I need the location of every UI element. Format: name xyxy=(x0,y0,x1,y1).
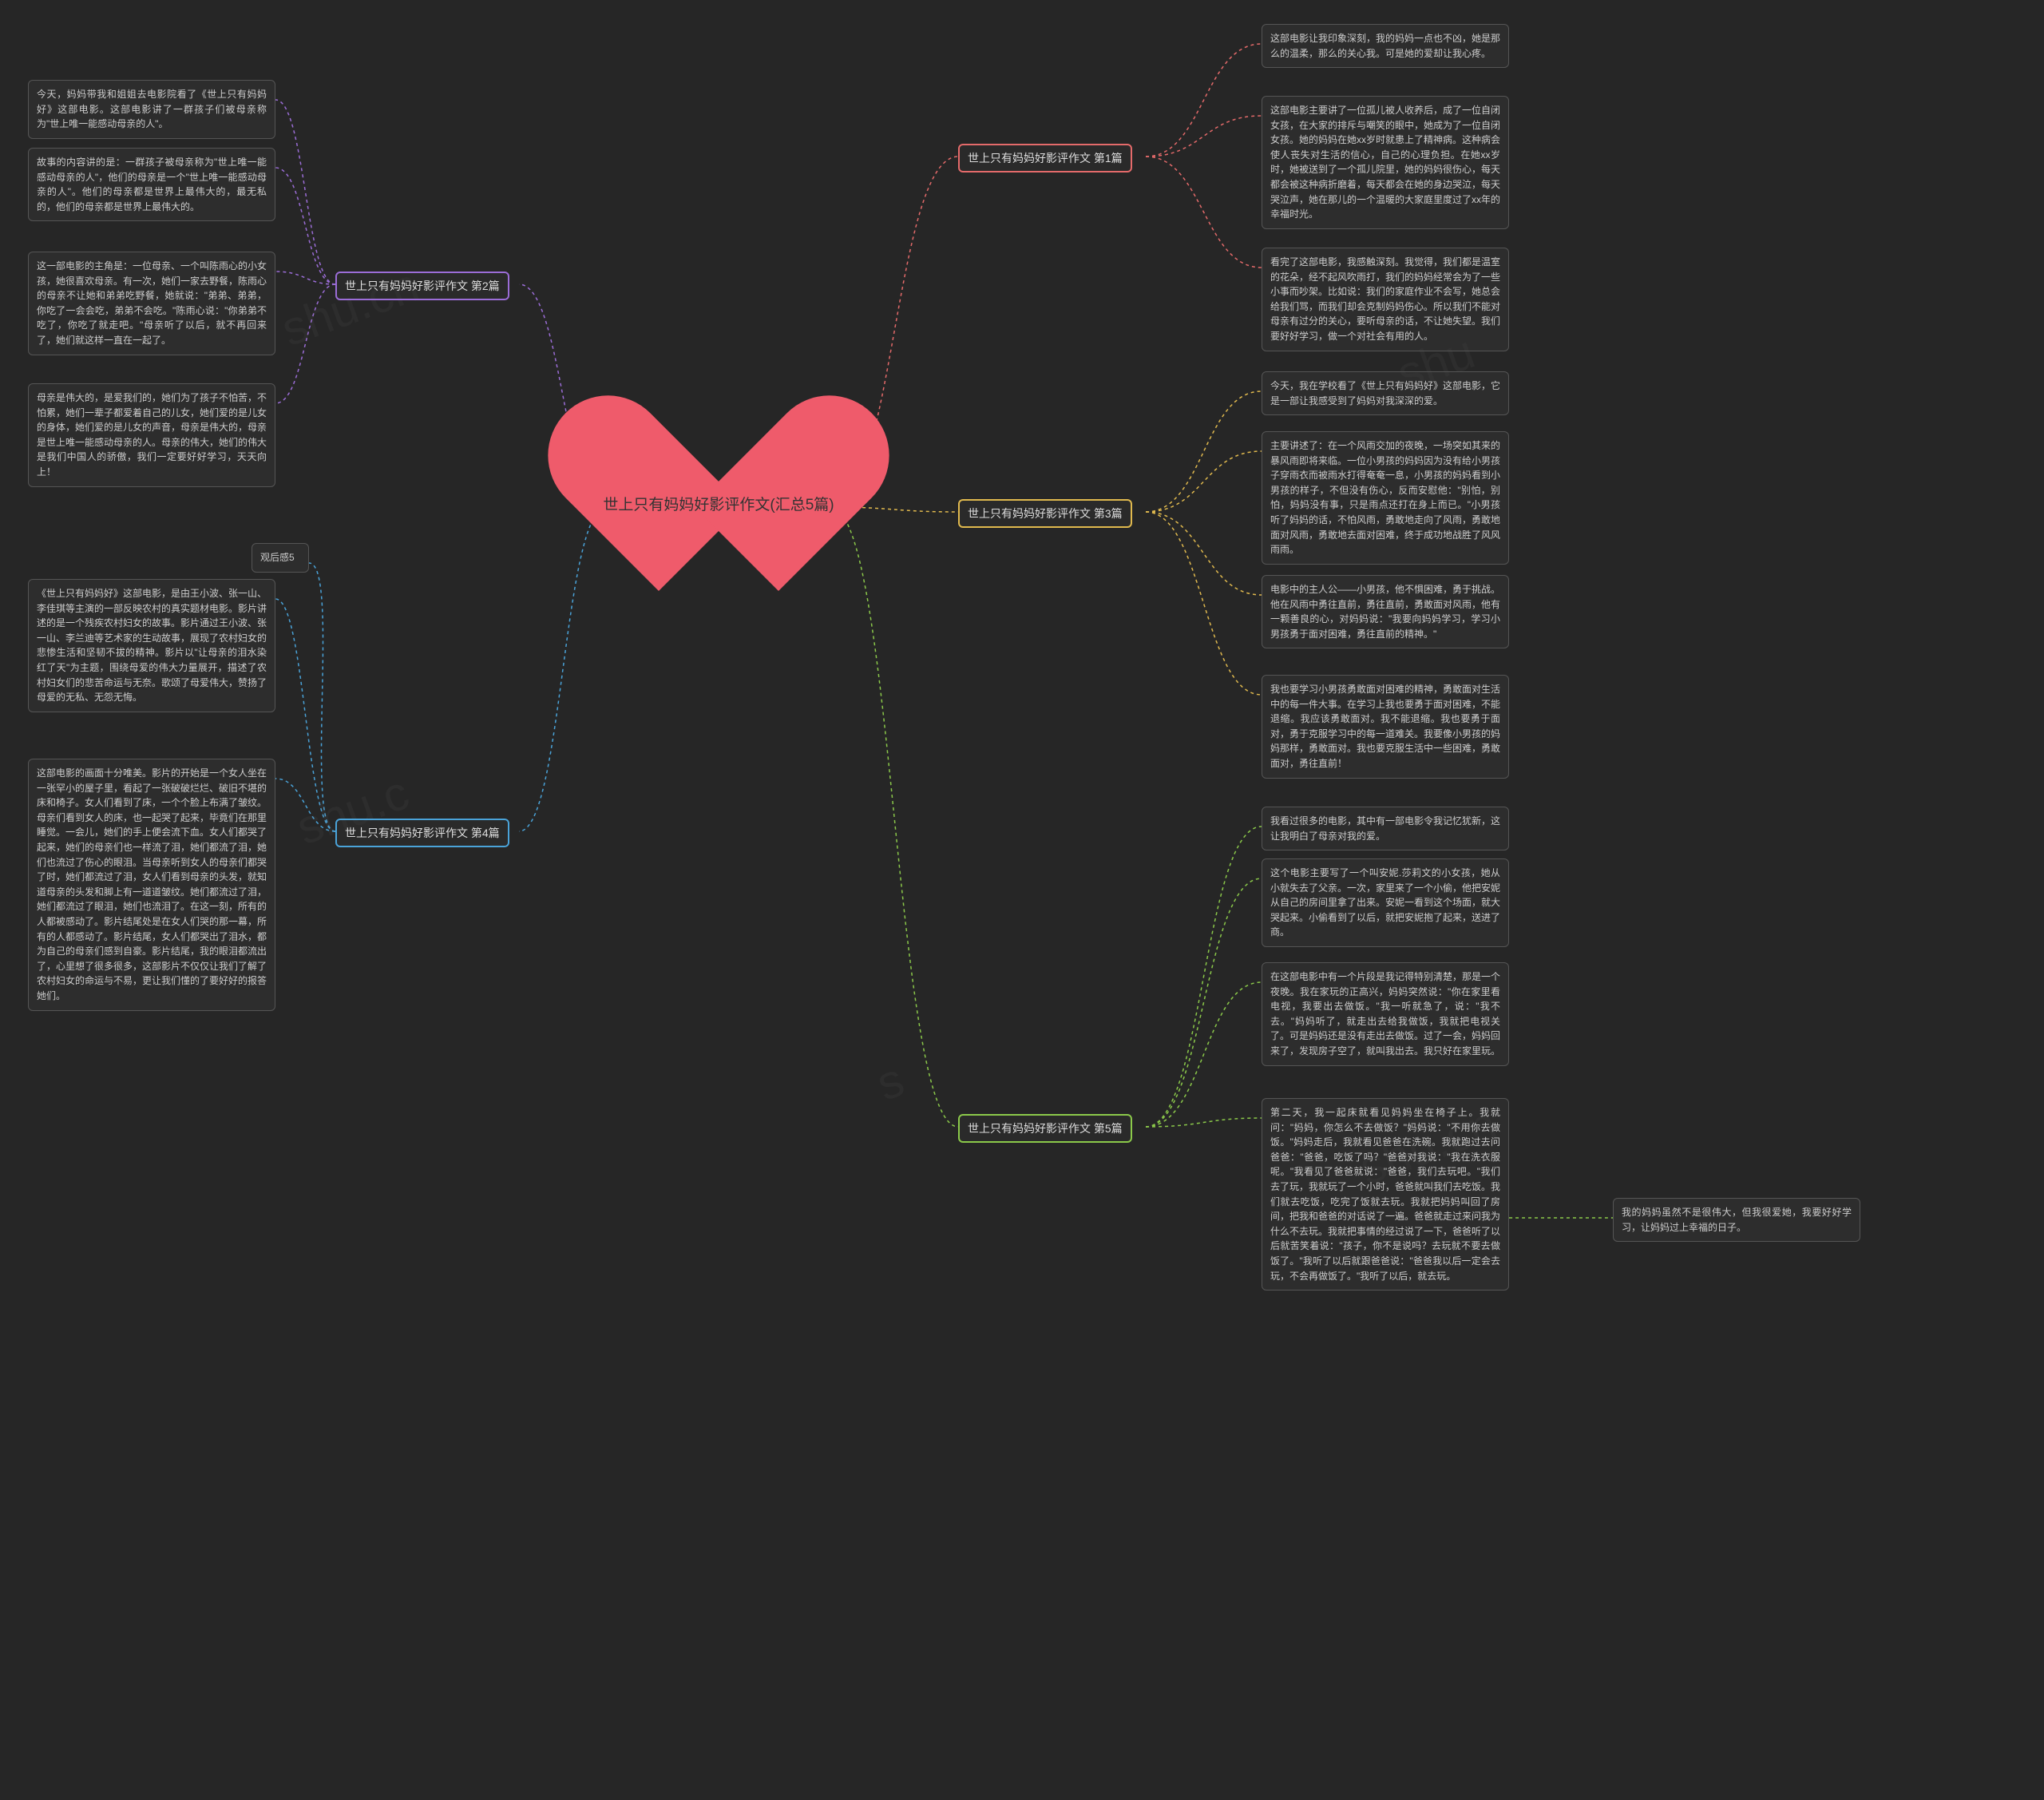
content-box: 今天，妈妈带我和姐姐去电影院看了《世上只有妈妈好》这部电影。这部电影讲了一群孩子… xyxy=(28,80,275,139)
content-box: 《世上只有妈妈好》这部电影，是由王小波、张一山、李佳琪等主演的一部反映农村的真实… xyxy=(28,579,275,712)
center-title: 世上只有妈妈好影评作文(汇总5篇) xyxy=(599,495,838,517)
content-box: 这一部电影的主角是：一位母亲、一个叫陈雨心的小女孩，她很喜欢母亲。有一次，她们一… xyxy=(28,252,275,355)
content-box: 我的妈妈虽然不是很伟大，但我很爱她，我要好好学习，让妈妈过上幸福的日子。 xyxy=(1613,1198,1860,1242)
branch-label: 世上只有妈妈好影评作文 第5篇 xyxy=(958,1114,1132,1143)
watermark: s xyxy=(869,1052,911,1112)
content-box: 母亲是伟大的，是爱我们的，她们为了孩子不怕苦，不怕累，她们一辈子都爱着自己的儿女… xyxy=(28,383,275,487)
branch-label: 世上只有妈妈好影评作文 第1篇 xyxy=(958,144,1132,172)
content-box: 第二天，我一起床就看见妈妈坐在椅子上。我就问："妈妈，你怎么不去做饭？"妈妈说：… xyxy=(1262,1098,1509,1291)
content-box: 看完了这部电影，我感触深刻。我觉得，我们都是温室的花朵，经不起风吹雨打，我们的妈… xyxy=(1262,248,1509,351)
content-box: 今天，我在学校看了《世上只有妈妈好》这部电影，它是一部让我感受到了妈妈对我深深的… xyxy=(1262,371,1509,415)
content-box: 这部电影主要讲了一位孤儿被人收养后，成了一位自闭女孩，在大家的排斥与嘲笑的眼中，… xyxy=(1262,96,1509,229)
content-box: 故事的内容讲的是：一群孩子被母亲称为"世上唯一能感动母亲的人"，他们的母亲是一个… xyxy=(28,148,275,221)
content-box: 这部电影的画面十分唯美。影片的开始是一个女人坐在一张罕小的屋子里，看起了一张破破… xyxy=(28,759,275,1011)
content-box: 这部电影让我印象深刻，我的妈妈一点也不凶，她是那么的温柔，那么的关心我。可是她的… xyxy=(1262,24,1509,68)
connector-lines xyxy=(0,0,2044,1800)
content-box: 观后感5 xyxy=(252,543,309,573)
branch-label: 世上只有妈妈好影评作文 第2篇 xyxy=(335,272,509,300)
content-box: 我也要学习小男孩勇敢面对困难的精神，勇敢面对生活中的每一件大事。在学习上我也要勇… xyxy=(1262,675,1509,779)
content-box: 主要讲述了：在一个风雨交加的夜晚，一场突如其来的暴风雨即将来临。一位小男孩的妈妈… xyxy=(1262,431,1509,565)
branch-label: 世上只有妈妈好影评作文 第4篇 xyxy=(335,819,509,847)
branch-label: 世上只有妈妈好影评作文 第3篇 xyxy=(958,499,1132,528)
content-box: 在这部电影中有一个片段是我记得特别清楚，那是一个夜晚。我在家玩的正高兴，妈妈突然… xyxy=(1262,962,1509,1066)
content-box: 电影中的主人公——小男孩，他不惧困难，勇于挑战。他在风雨中勇往直前，勇往直前，勇… xyxy=(1262,575,1509,648)
content-box: 我看过很多的电影，其中有一部电影令我记忆犹新，这让我明白了母亲对我的爱。 xyxy=(1262,807,1509,850)
content-box: 这个电影主要写了一个叫安妮.莎莉文的小女孩，她从小就失去了父亲。一次，家里来了一… xyxy=(1262,858,1509,947)
center-node: 世上只有妈妈好影评作文(汇总5篇) xyxy=(599,399,838,615)
